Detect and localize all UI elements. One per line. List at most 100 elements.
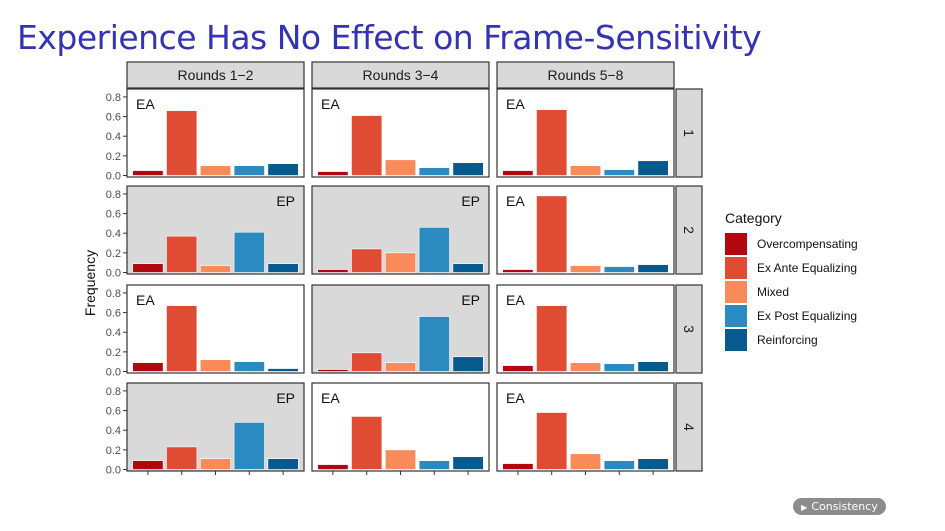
y-tick-label: 0.6 [106,308,121,320]
bar [351,416,383,470]
legend-label: Mixed [757,285,790,299]
bar [637,264,669,273]
consistency-nav-button[interactable]: ▶ Consistency [793,498,886,515]
bar [384,362,417,372]
bar [166,235,198,273]
legend-label: Reinforcing [757,333,818,347]
legend-swatch [725,305,747,327]
nav-button-label: Consistency [811,500,878,513]
bar [267,163,299,176]
triangle-right-icon: ▶ [801,503,808,512]
bar [132,362,164,372]
bar [418,460,450,470]
bar [502,365,534,372]
bar [132,170,164,176]
panel-label: EA [321,96,340,112]
panel-border [496,88,675,178]
y-tick-label: 0.8 [106,386,121,398]
bar [637,160,669,176]
bar [418,167,450,176]
bar [132,263,164,273]
bar [384,449,417,470]
column-strip [126,61,305,89]
y-tick-label: 0.4 [106,228,121,240]
bar [452,356,484,372]
row-strip [675,88,703,178]
bar [351,115,383,176]
y-tick-label: 0.6 [106,406,121,418]
y-tick-label: 0.2 [106,151,121,163]
bar [502,463,534,470]
bar [569,265,602,273]
column-strip-label: Rounds 3−4 [363,67,439,83]
bar [351,352,383,372]
panel-border [496,185,675,275]
y-tick-label: 0.2 [106,248,121,260]
column-strip-label: Rounds 5−8 [548,67,624,83]
panel-border [126,284,305,374]
panel-background [127,186,304,274]
bar [267,458,299,470]
legend-swatch [725,329,747,351]
y-tick-label: 0.8 [106,288,121,300]
bar [603,460,635,470]
bar [267,263,299,273]
bar [317,269,349,273]
bar [384,252,417,273]
bar [199,165,232,176]
row-strip [675,185,703,275]
legend-label: Overcompensating [757,237,858,251]
legend-swatch [725,281,747,303]
row-strip-label: 3 [681,325,697,333]
column-strip [311,61,490,89]
legend-label: Ex Post Equalizing [757,309,858,323]
panel-border [311,185,490,275]
panel-border [126,185,305,275]
row-strip-label: 2 [681,226,697,234]
panel-label: EA [506,390,525,406]
bar [452,162,484,176]
column-strip-label: Rounds 1−2 [178,67,254,83]
bar [536,412,568,470]
bar [317,464,349,470]
bar [233,422,265,470]
y-tick-label: 0.2 [106,347,121,359]
bar [384,159,417,176]
panel-background [127,285,304,373]
y-tick-label: 0.0 [106,367,121,379]
column-strip [496,61,675,89]
panel-label: EP [461,193,480,209]
bar [199,458,232,470]
y-axis-label: Frequency [82,250,98,316]
row-strip [675,284,703,374]
panel-label: EA [506,96,525,112]
bar [536,305,568,372]
bar [569,362,602,372]
y-tick-label: 0.4 [106,131,121,143]
panel-border [311,284,490,374]
y-tick-label: 0.4 [106,425,121,437]
row-strip-label: 1 [681,129,697,137]
bar [166,110,198,176]
y-tick-label: 0.4 [106,327,121,339]
legend-title: Category [725,210,782,226]
bar [603,363,635,372]
bar [603,266,635,273]
bar [199,265,232,273]
y-tick-label: 0.6 [106,209,121,221]
bar [166,446,198,470]
legend-item: Mixed [725,280,858,304]
bar [418,316,450,372]
panel-background [497,285,674,373]
legend-item: Ex Ante Equalizing [725,256,858,280]
bar [199,359,232,372]
panel-background [127,89,304,177]
bar [569,165,602,176]
panel-border [496,284,675,374]
slide-title: Experience Has No Effect on Frame-Sensit… [17,18,762,57]
bar [603,169,635,176]
bar [233,231,265,273]
bar [317,369,349,372]
panel-label: EA [506,292,525,308]
